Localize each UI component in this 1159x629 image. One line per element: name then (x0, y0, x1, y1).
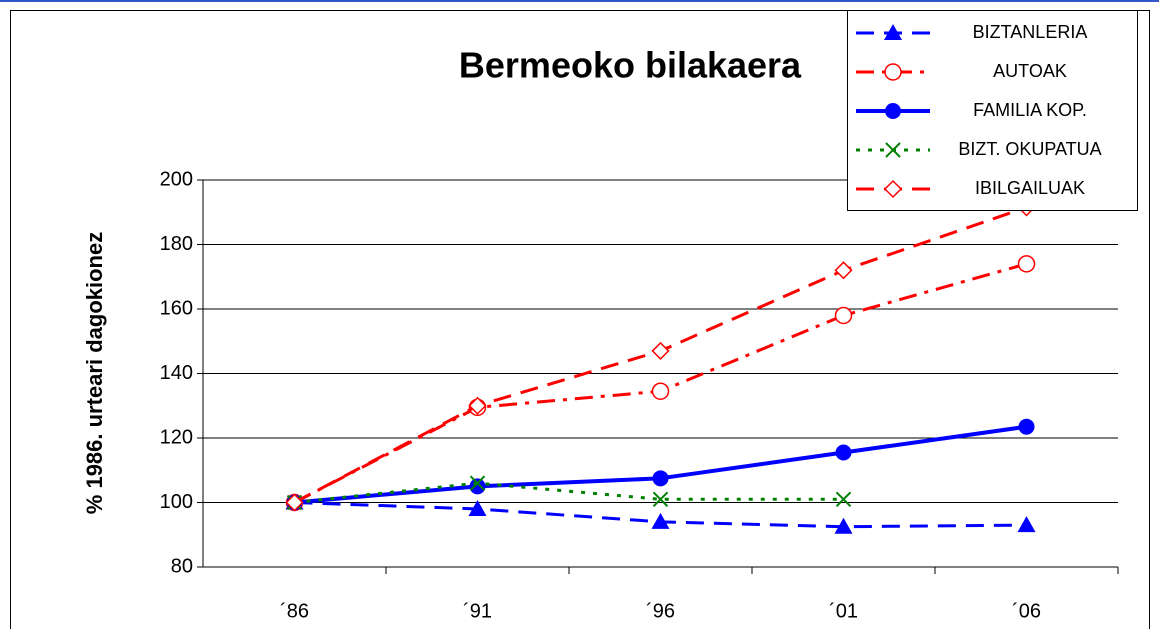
marker (834, 306, 853, 325)
y-tick-label: 200 (160, 168, 193, 190)
marker (1017, 516, 1036, 533)
y-tick-label: 180 (160, 233, 193, 255)
marker (469, 478, 486, 495)
marker (651, 341, 670, 360)
marker (1018, 418, 1035, 435)
marker (884, 63, 902, 81)
legend-label: IBILGAILUAK (975, 178, 1085, 198)
y-tick-label: 140 (160, 362, 193, 384)
x-tick-label: ´96 (646, 600, 675, 622)
marker (285, 493, 304, 512)
marker (651, 382, 670, 400)
top-border (0, 0, 1159, 2)
marker (652, 470, 669, 487)
chart-frame (10, 10, 1150, 629)
marker (468, 396, 487, 415)
legend: BIZTANLERIA AUTOAK FAMILIA KOP. BIZT. OKUPA… (847, 10, 1138, 211)
marker (885, 103, 901, 119)
marker (883, 179, 903, 199)
marker (651, 512, 670, 529)
x-tick-label: ´01 (829, 600, 858, 622)
x-tick-label: ´86 (280, 600, 309, 622)
y-tick-label: 120 (160, 426, 193, 448)
marker (884, 24, 902, 40)
chart-title: Bermeoko bilakaera (459, 45, 802, 86)
marker (885, 142, 901, 158)
marker (652, 491, 669, 507)
y-tick-label: 100 (160, 491, 193, 513)
legend-label: FAMILIA KOP. (973, 100, 1087, 120)
marker (834, 261, 853, 280)
marker (468, 499, 487, 516)
x-tick-label: ´06 (1012, 600, 1041, 622)
series-line (294, 481, 844, 504)
marker (1017, 255, 1036, 273)
legend-label: BIZTANLERIA (973, 22, 1088, 42)
legend-label: AUTOAK (993, 61, 1067, 81)
marker (469, 475, 486, 491)
marker (835, 444, 852, 461)
y-tick-label: 80 (171, 555, 193, 577)
y-tick-label: 160 (160, 297, 193, 319)
legend-label: BIZT. OKUPATUA (958, 139, 1101, 159)
marker (834, 517, 853, 534)
x-tick-label: ´91 (463, 600, 492, 622)
y-axis-title: % 1986. urteari dagokionez (82, 232, 107, 514)
marker (835, 491, 852, 507)
